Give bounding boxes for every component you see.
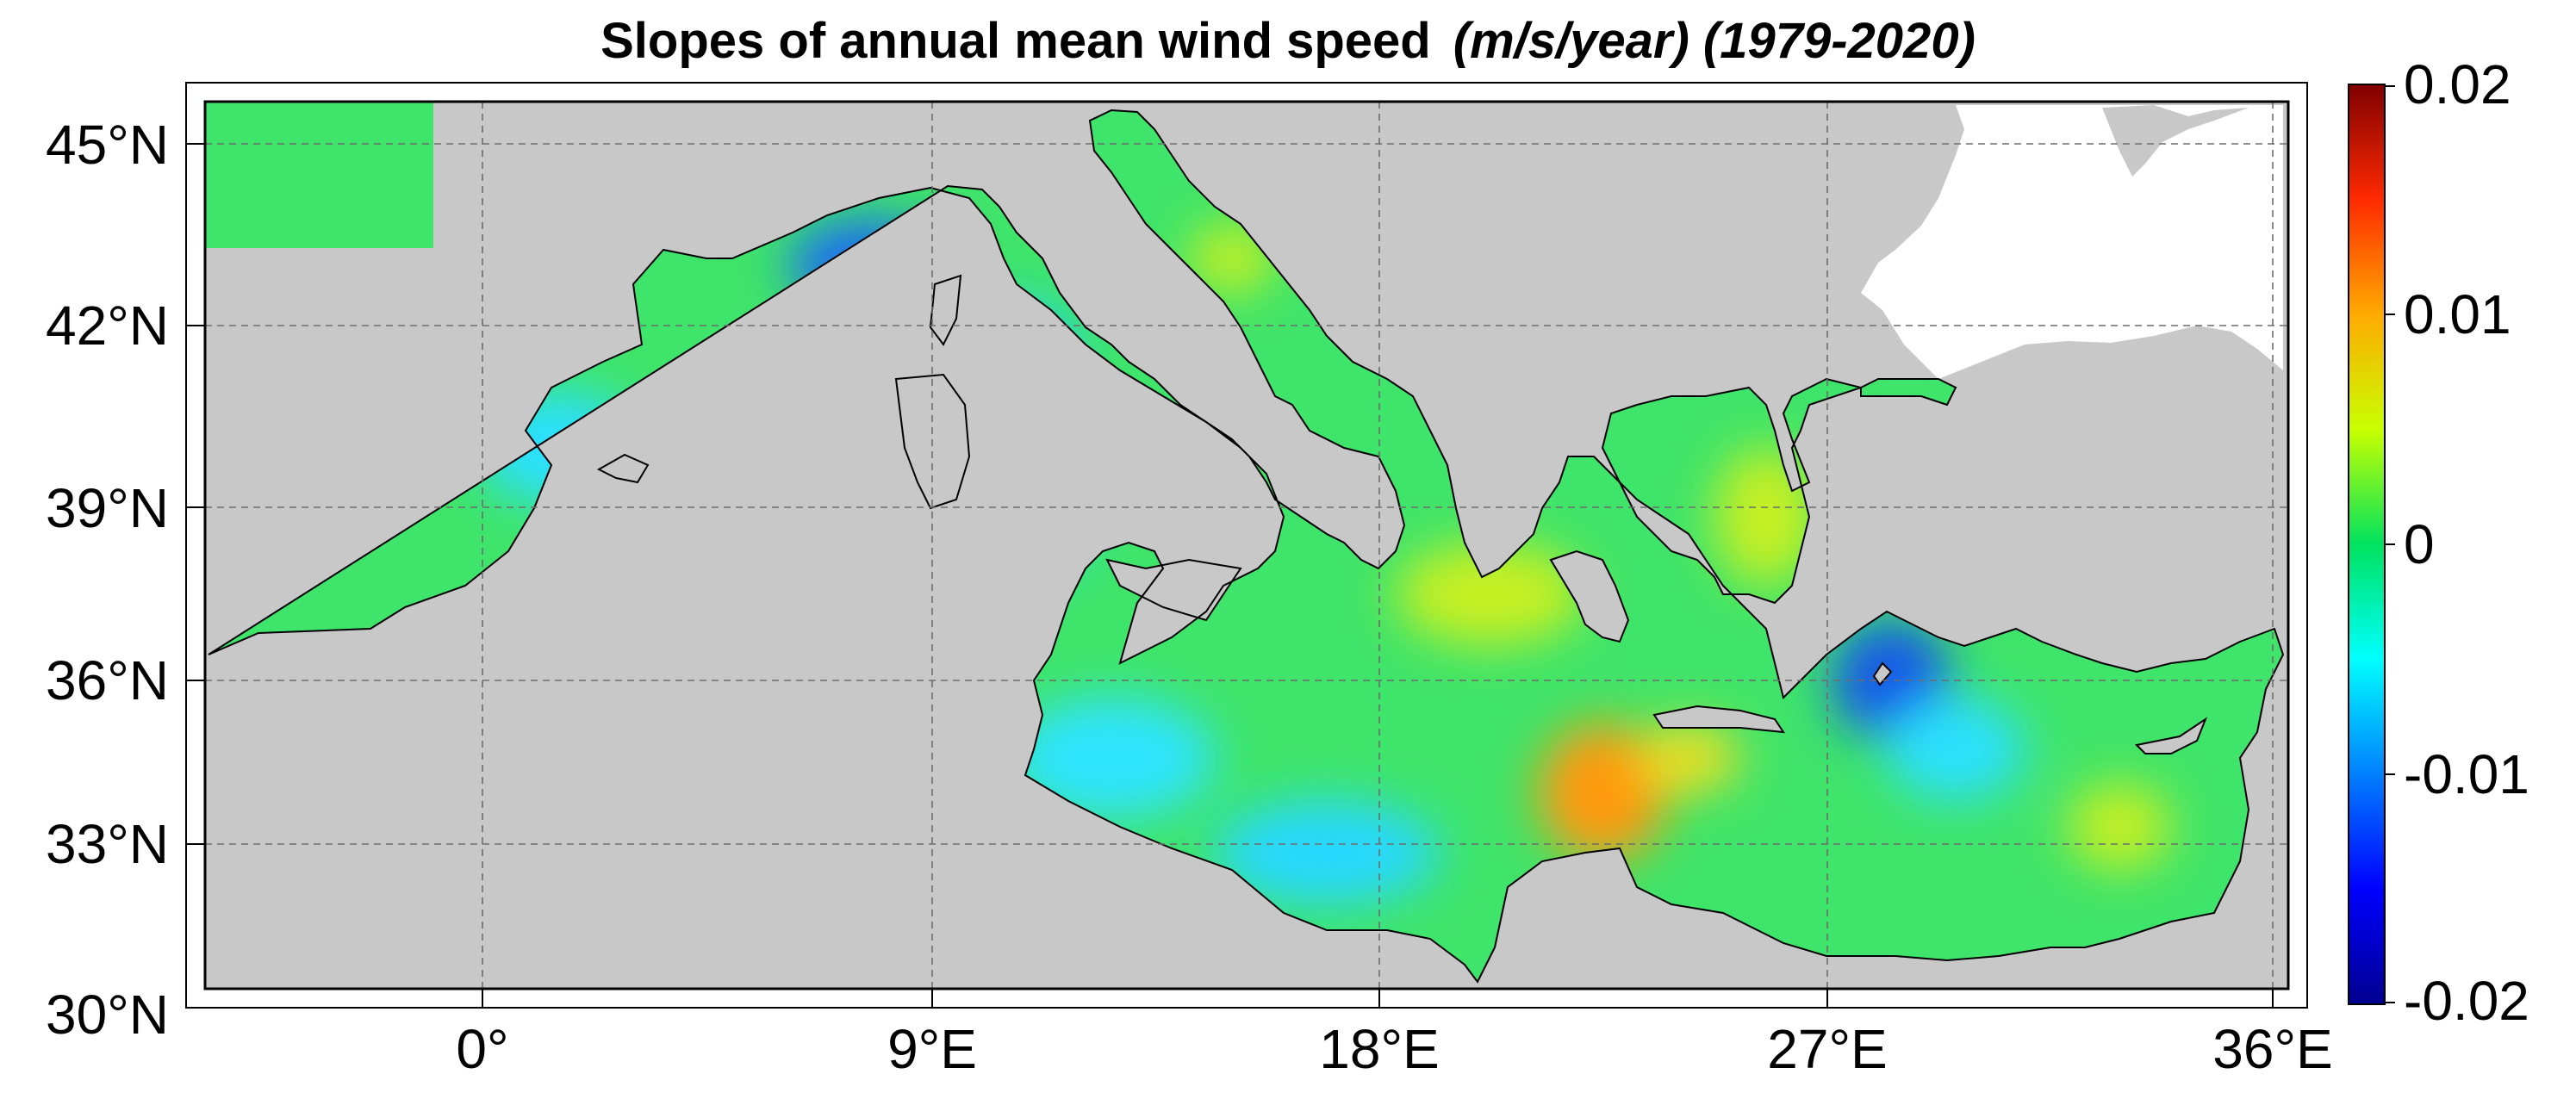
rhodes [1872, 661, 1893, 686]
lat-tick-label: 36°N [46, 649, 169, 711]
colorbar-label: 0.02 [2404, 53, 2511, 115]
lat-tick-label: 30°N [46, 984, 169, 1046]
colorbar: 0.02 0.01 0 -0.01 -0.02 [2348, 53, 2529, 1032]
sicily [1105, 558, 1242, 622]
lon-tick-label: 36°E [2212, 1018, 2332, 1080]
peloponnese [1549, 550, 1630, 643]
outside-domain-area [1861, 105, 2283, 379]
map-gridlines [205, 102, 2288, 989]
lon-tick-label: 27°E [1767, 1018, 1887, 1080]
corsica [929, 274, 962, 346]
lon-tick-label: 0° [456, 1018, 508, 1080]
map-frame [185, 82, 2308, 1009]
balearic-island [596, 453, 650, 484]
colorbar-ticks [2385, 85, 2395, 1003]
lat-tick-label: 42°N [46, 295, 169, 357]
lon-tick-labels: 0° 9°E 18°E 27°E 36°E [456, 1018, 2332, 1080]
lon-tick-label: 9°E [887, 1018, 977, 1080]
colorbar-label: 0.01 [2404, 283, 2511, 345]
title-main: Slopes of annual mean wind speed [600, 13, 1431, 69]
lat-tick-label: 33°N [46, 813, 169, 875]
cyprus [2134, 717, 2208, 754]
colorbar-label: -0.01 [2404, 743, 2529, 805]
map-title: Slopes of annual mean wind speed (m/s/yea… [0, 12, 2576, 70]
crimea-land [2102, 105, 2249, 177]
lat-tick-label: 39°N [46, 477, 169, 539]
lat-tick-label: 45°N [46, 114, 169, 176]
map-tick-marks [186, 143, 2274, 1008]
lat-tick-labels: 45°N 42°N 39°N 36°N 33°N 30°N [46, 114, 169, 1046]
colorbar-label: -0.02 [2404, 970, 2529, 1032]
title-unit: (m/s/year) (1979-2020) [1453, 13, 1976, 69]
lon-tick-label: 18°E [1319, 1018, 1439, 1080]
colorbar-label: 0 [2404, 513, 2435, 575]
colorbar-gradient [2348, 84, 2386, 1005]
crete [1652, 705, 1786, 734]
